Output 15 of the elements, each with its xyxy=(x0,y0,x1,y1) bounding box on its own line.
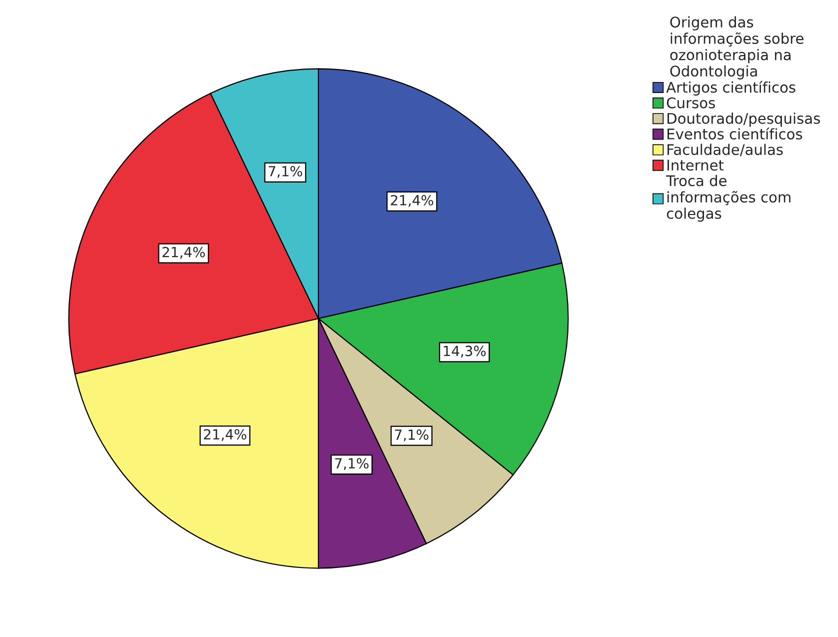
data-label: 21,4% xyxy=(390,194,434,207)
data-label: 7,1% xyxy=(395,429,428,442)
legend-label: Troca de informações com colegas xyxy=(666,174,790,222)
legend-title: Origem das informações sobre ozonioterapia na Odontologia xyxy=(670,16,804,80)
legend-label: Eventos científicos xyxy=(668,128,802,140)
data-label: 21,4% xyxy=(162,246,205,259)
data-label: 14,3% xyxy=(444,346,486,358)
legend-label: Internet xyxy=(668,160,724,171)
legend-label: Faculdade/aulas xyxy=(668,144,783,156)
data-label: 21,4% xyxy=(204,429,246,442)
data-label: 7,1% xyxy=(335,458,369,470)
legend-label: Artigos científicos xyxy=(666,80,796,96)
data-label: 7,1% xyxy=(268,166,302,178)
legend-label: Doutorado/pesquisas xyxy=(668,112,820,127)
legend-label: Cursos xyxy=(666,97,715,108)
